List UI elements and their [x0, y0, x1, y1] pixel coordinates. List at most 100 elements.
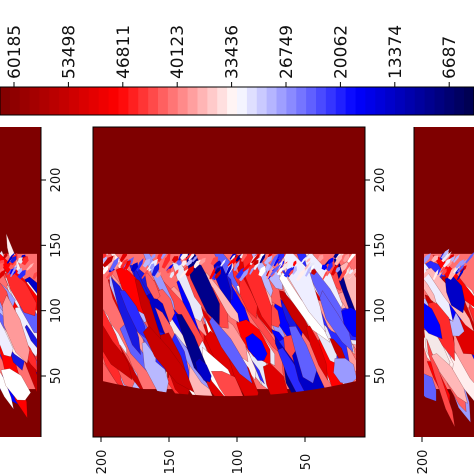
- grain: [6, 252, 15, 264]
- grain: [288, 269, 294, 276]
- grain: [296, 268, 306, 282]
- grain: [113, 260, 121, 270]
- grain: [17, 257, 24, 264]
- grain: [198, 257, 206, 266]
- grain: [32, 271, 38, 280]
- grain: [214, 269, 221, 279]
- colorbar-tick-label: 26749: [277, 25, 297, 79]
- colorbar-band: [118, 87, 129, 115]
- colorbar-tick-label: 40123: [168, 25, 188, 79]
- grain: [156, 252, 163, 263]
- colorbar-bands: [0, 86, 474, 116]
- grain: [441, 268, 447, 276]
- grain: [319, 290, 354, 353]
- colorbar-band: [177, 87, 189, 115]
- colorbar-band: [197, 87, 208, 115]
- y-tick-label: 200: [49, 168, 64, 193]
- grain: [448, 254, 454, 261]
- colorbar-band: [39, 87, 50, 115]
- grain: [431, 255, 439, 263]
- colorbar-band: [395, 87, 406, 115]
- grain: [348, 269, 354, 275]
- grain: [169, 271, 175, 279]
- colorbar-band: [444, 87, 455, 115]
- grain: [149, 263, 155, 270]
- panel-right-grains: [414, 127, 474, 437]
- grain: [3, 252, 8, 259]
- grain: [171, 256, 179, 263]
- x-tick-label: 100: [231, 450, 246, 474]
- grain: [120, 258, 128, 268]
- grain: [173, 269, 179, 276]
- colorbar-band: [138, 87, 149, 115]
- colorbar-band: [424, 87, 436, 115]
- grain: [281, 262, 289, 271]
- grain-region-lower-boundary: [103, 381, 356, 437]
- colorbar-band: [464, 87, 474, 115]
- grain: [441, 248, 450, 260]
- grain: [335, 266, 341, 273]
- y-tick-label: 150: [373, 233, 388, 258]
- grain: [161, 253, 171, 269]
- colorbar-band: [276, 87, 287, 115]
- grain: [344, 257, 354, 272]
- colorbar: 60185 53498 46811 40123 33436 26749 20062 13374…: [0, 25, 474, 116]
- colorbar-tick-label: 33436: [223, 25, 243, 79]
- colorbar-band: [365, 87, 376, 115]
- grain: [259, 253, 266, 264]
- panel-left: 200 150 100 50: [0, 127, 64, 437]
- colorbar-tick-label: 53498: [59, 25, 79, 79]
- grain: [239, 268, 250, 282]
- grain: [342, 253, 349, 263]
- panel-center-frame: [92, 126, 366, 438]
- margin-right: [356, 127, 365, 437]
- grain: [432, 269, 439, 280]
- grain: [214, 267, 221, 275]
- colorbar-band: [375, 87, 386, 115]
- grain: [142, 325, 195, 393]
- colorbar-tick-label: 20062: [331, 25, 351, 79]
- margin-left: [93, 127, 103, 437]
- y-tick-label: 100: [49, 298, 64, 323]
- grain: [258, 265, 266, 277]
- grain: [110, 276, 141, 356]
- grain: [2, 294, 30, 364]
- grain: [191, 255, 198, 263]
- grain: [142, 258, 150, 268]
- colorbar-tick-label: 13374: [386, 25, 406, 79]
- grain: [188, 251, 196, 261]
- colorbar-band: [158, 87, 169, 115]
- x-tick-label: 50: [299, 454, 314, 471]
- grain: [209, 316, 253, 385]
- colorbar-band: [246, 87, 258, 115]
- panel-center: 200 150 100 50 200 150 100 50: [92, 126, 388, 474]
- colorbar-band: [414, 87, 426, 115]
- grain: [141, 268, 150, 279]
- grain: [347, 268, 358, 279]
- grain: [269, 263, 282, 277]
- grain: [283, 267, 293, 278]
- grain: [456, 267, 465, 281]
- colorbar-band: [187, 87, 199, 115]
- grain: [0, 269, 7, 279]
- grain: [220, 259, 226, 267]
- grain: [10, 264, 18, 278]
- grain: [225, 263, 233, 277]
- grain: [181, 260, 187, 267]
- grain: [102, 255, 114, 268]
- grain: [0, 262, 4, 271]
- grain: [305, 265, 312, 277]
- panel-right: 200: [413, 127, 474, 474]
- colorbar-band: [335, 87, 347, 115]
- panel-center-y-ticks: 200 150 100 50: [365, 168, 388, 384]
- grain: [251, 253, 261, 264]
- margin-top: [93, 127, 365, 254]
- grain: [443, 258, 451, 268]
- grain: [264, 255, 273, 265]
- grain: [233, 260, 240, 272]
- x-tick-label: 200: [416, 450, 431, 474]
- grain: [21, 256, 29, 266]
- grain: [150, 253, 156, 260]
- grain: [317, 254, 324, 262]
- colorbar-band: [237, 87, 248, 115]
